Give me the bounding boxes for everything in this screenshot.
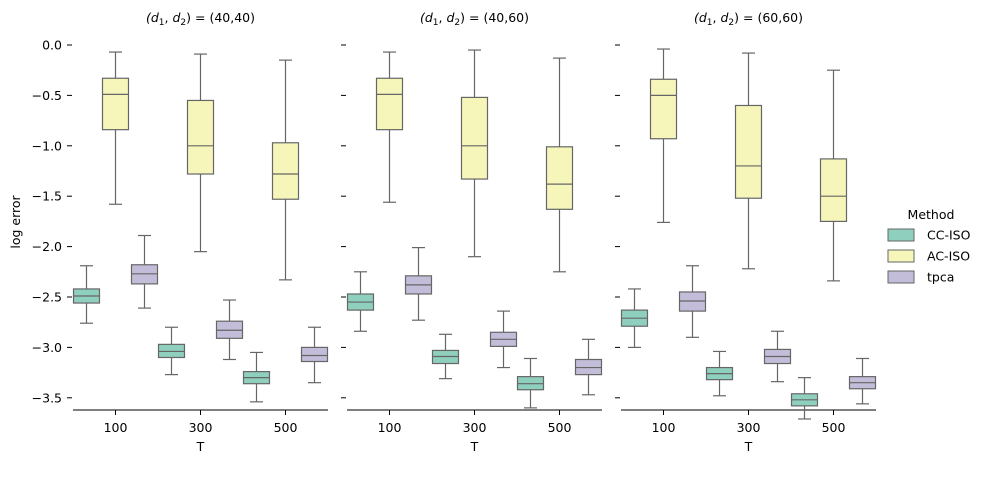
box-ac-iso-T300 — [460, 49, 489, 258]
y-tick-label: −3.5 — [32, 390, 62, 405]
legend-label-cc-iso: CC-ISO — [927, 228, 971, 243]
panel-title-comma: , — [439, 10, 447, 25]
box-ac-iso-T100 — [375, 51, 404, 203]
box-tpca-T500 — [300, 326, 329, 384]
legend: Method CC-ISO AC-ISO tpca — [887, 207, 971, 285]
panel-title-sub-1: 1 — [707, 18, 713, 28]
box-iqr — [101, 77, 130, 131]
box-ac-iso-T500 — [545, 57, 574, 273]
box-iqr — [186, 99, 215, 175]
y-tick-label: −2.0 — [32, 239, 62, 254]
x-tick-label-100: 100 — [652, 420, 676, 435]
legend-title: Method — [908, 207, 955, 222]
box-iqr — [545, 146, 574, 210]
legend-label-ac-iso: AC-ISO — [927, 249, 970, 264]
panel-title-sub-2: 2 — [454, 18, 460, 28]
box-cc-iso-T300 — [705, 350, 734, 397]
panel-title-1: (d1, d2) = (40,40) — [146, 10, 255, 28]
x-axis-label: T — [744, 439, 753, 454]
panel-title-sub-2: 2 — [180, 18, 186, 28]
x-tick-label-300: 300 — [189, 420, 213, 435]
panel-3: (d1, d2) = (60,60) 100 300 500 T — [615, 10, 877, 454]
legend-label-tpca: tpca — [927, 270, 954, 285]
panel-title-prefix: (d — [146, 10, 159, 25]
box-tpca-T300 — [489, 310, 518, 369]
box-iqr — [819, 158, 848, 223]
panel-title-suffix: ) = (40,60) — [460, 10, 529, 25]
panel-title-d2: d — [172, 10, 180, 25]
box-ac-iso-T100 — [101, 51, 130, 205]
box-ac-iso-T500 — [819, 69, 848, 282]
box-tpca-T100 — [404, 247, 433, 321]
box-cc-iso-T500 — [790, 377, 819, 420]
x-tick-label-500: 500 — [548, 420, 572, 435]
panel-2: (d1, d2) = (40,60) 100 300 500 T — [341, 10, 603, 454]
box-tpca-T500 — [574, 338, 603, 396]
x-tick-label-300: 300 — [737, 420, 761, 435]
box-ac-iso-T100 — [649, 48, 678, 224]
panel-1: (d1, d2) = (40,40) 100 300 500 T 0.0 −0.5 −1.0 −… — [32, 10, 329, 454]
panel-title-2: (d1, d2) = (40,60) — [420, 10, 529, 28]
box-tpca-T500 — [848, 357, 877, 405]
legend-swatch-cc-iso — [887, 228, 915, 242]
box-tpca-T300 — [763, 330, 792, 383]
y-tick-label: −3.0 — [32, 340, 62, 355]
panel-title-sub-1: 1 — [159, 18, 165, 28]
x-tick-label-300: 300 — [463, 420, 487, 435]
box-tpca-T300 — [215, 299, 244, 361]
panel-title-suffix: ) = (60,60) — [734, 10, 803, 25]
legend-swatch-tpca — [887, 270, 915, 284]
x-tick-label-100: 100 — [378, 420, 402, 435]
y-tick-label: −2.5 — [32, 290, 62, 305]
box-cc-iso-T300 — [431, 333, 460, 380]
panel-title-suffix: ) = (40,40) — [186, 10, 255, 25]
box-tpca-T100 — [678, 265, 707, 338]
panel-title-d2: d — [446, 10, 454, 25]
box-cc-iso-T500 — [516, 357, 545, 409]
x-axis-label: T — [470, 439, 479, 454]
x-tick-label-500: 500 — [274, 420, 298, 435]
box-iqr — [271, 142, 300, 200]
x-tick-label-500: 500 — [822, 420, 846, 435]
box-tpca-T100 — [130, 234, 159, 309]
y-axis-label: log error — [8, 194, 23, 248]
box-iqr — [300, 346, 329, 363]
panel-title-d2: d — [720, 10, 728, 25]
panel-title-prefix: (d — [420, 10, 433, 25]
box-iqr — [375, 77, 404, 131]
box-cc-iso-T500 — [242, 351, 271, 403]
y-tick-label: −1.5 — [32, 189, 62, 204]
x-axis-label: T — [196, 439, 205, 454]
box-iqr — [460, 96, 489, 180]
box-cc-iso-T100 — [72, 265, 101, 324]
box-cc-iso-T300 — [157, 326, 186, 376]
panel-title-prefix: (d — [694, 10, 707, 25]
x-tick-label-100: 100 — [104, 420, 128, 435]
box-cc-iso-T100 — [346, 271, 375, 332]
box-iqr — [734, 104, 763, 199]
panel-title-sub-2: 2 — [728, 18, 734, 28]
box-ac-iso-T500 — [271, 59, 300, 281]
panel-title-sub-1: 1 — [433, 18, 439, 28]
panel-title-comma: , — [713, 10, 721, 25]
panel-title-comma: , — [165, 10, 173, 25]
panel-title-3: (d1, d2) = (60,60) — [694, 10, 803, 28]
box-ac-iso-T300 — [734, 52, 763, 270]
box-iqr — [649, 78, 678, 140]
box-cc-iso-T100 — [620, 288, 649, 348]
box-ac-iso-T300 — [186, 53, 215, 253]
y-tick-label: −1.0 — [32, 138, 62, 153]
legend-swatch-ac-iso — [887, 249, 915, 263]
y-tick-label: 0.0 — [42, 38, 62, 53]
y-tick-label: −0.5 — [32, 88, 62, 103]
